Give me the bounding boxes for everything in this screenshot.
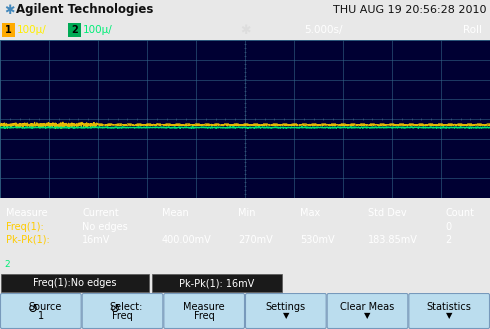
Text: Freq(1):No edges: Freq(1):No edges (33, 278, 117, 288)
Text: 2: 2 (71, 25, 78, 35)
Text: 183.85mV: 183.85mV (368, 235, 418, 245)
Text: Statistics: Statistics (427, 302, 471, 312)
Text: Count: Count (445, 208, 474, 218)
Text: ↺: ↺ (27, 302, 38, 316)
FancyBboxPatch shape (1, 274, 149, 292)
FancyBboxPatch shape (68, 23, 81, 37)
Text: No edges: No edges (82, 222, 128, 232)
Text: Roll: Roll (463, 25, 482, 35)
FancyBboxPatch shape (409, 293, 490, 328)
Text: 5.000s/: 5.000s/ (304, 25, 343, 35)
Text: ▼: ▼ (283, 312, 289, 320)
Text: 1: 1 (5, 25, 12, 35)
Text: Clear Meas: Clear Meas (341, 302, 394, 312)
Text: ▼: ▼ (446, 312, 452, 320)
Text: Agilent Technologies: Agilent Technologies (16, 4, 153, 16)
FancyBboxPatch shape (327, 293, 408, 328)
FancyBboxPatch shape (164, 293, 245, 328)
Text: 100μ/: 100μ/ (83, 25, 113, 35)
Text: ✱: ✱ (4, 4, 15, 16)
FancyBboxPatch shape (2, 23, 15, 37)
Text: 100μ/: 100μ/ (17, 25, 47, 35)
Text: Source: Source (28, 302, 62, 312)
Text: 0: 0 (445, 222, 451, 232)
Text: 400.00mV: 400.00mV (162, 235, 212, 245)
FancyBboxPatch shape (0, 293, 81, 328)
Text: Pk-Pk(1): 16mV: Pk-Pk(1): 16mV (179, 278, 255, 288)
FancyBboxPatch shape (152, 274, 282, 292)
Text: Measure: Measure (183, 302, 225, 312)
Text: ✱: ✱ (240, 23, 250, 37)
Text: Max: Max (300, 208, 320, 218)
Text: Measure: Measure (6, 208, 48, 218)
Text: Select:: Select: (110, 302, 143, 312)
FancyBboxPatch shape (245, 293, 326, 328)
Text: 1: 1 (38, 311, 44, 321)
Text: Mean: Mean (162, 208, 189, 218)
Text: 2: 2 (445, 235, 451, 245)
FancyBboxPatch shape (82, 293, 163, 328)
Text: Freq: Freq (194, 311, 215, 321)
Text: Current: Current (82, 208, 119, 218)
Text: 530mV: 530mV (300, 235, 335, 245)
Text: ▼: ▼ (364, 312, 371, 320)
Text: Settings: Settings (266, 302, 306, 312)
Text: Pk-Pk(1):: Pk-Pk(1): (6, 235, 50, 245)
Text: Freq(1):: Freq(1): (6, 222, 44, 232)
Text: THU AUG 19 20:56:28 2010: THU AUG 19 20:56:28 2010 (333, 5, 486, 15)
Text: 2: 2 (4, 260, 10, 269)
Text: Freq: Freq (112, 311, 133, 321)
Text: Std Dev: Std Dev (368, 208, 407, 218)
Text: ↺: ↺ (109, 302, 120, 316)
Text: 270mV: 270mV (238, 235, 273, 245)
Text: 16mV: 16mV (82, 235, 110, 245)
Text: Min: Min (238, 208, 255, 218)
